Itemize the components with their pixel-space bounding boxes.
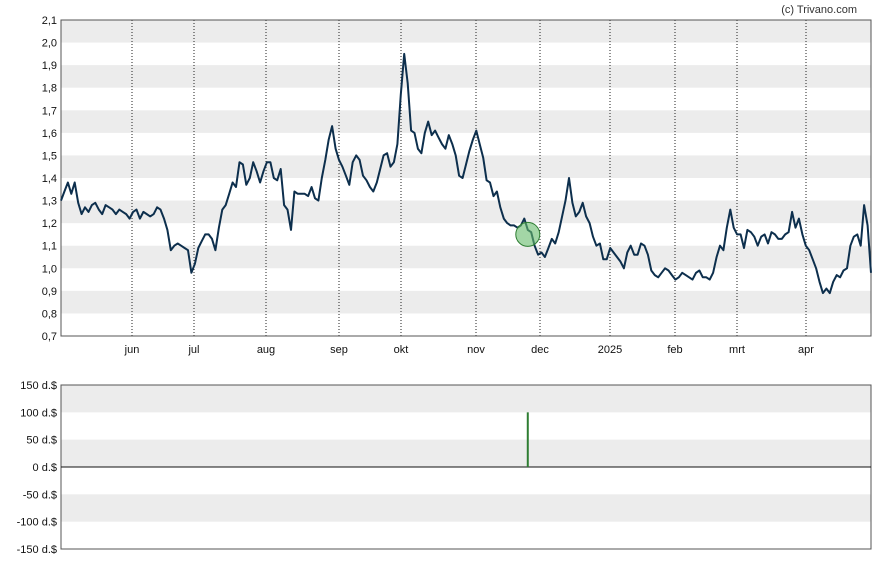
price-tick-label: 1,5 (42, 150, 57, 162)
price-band (61, 110, 871, 133)
month-tick-label: jun (124, 344, 140, 356)
volume-tick-label: 50 d.$ (26, 435, 57, 447)
month-tick-label: mrt (729, 344, 745, 356)
volume-tick-label: 0 d.$ (33, 462, 57, 474)
month-tick-label: feb (667, 344, 682, 356)
price-tick-label: 2,0 (42, 38, 57, 50)
price-tick-label: 1,1 (42, 241, 57, 253)
month-axis-ticks: jun jul aug sep okt nov dec 2025 feb mrt apr (124, 344, 815, 356)
price-tick-label: 1,7 (42, 105, 57, 117)
price-tick-label: 0,8 (42, 308, 57, 320)
price-tick-label: 1,8 (42, 83, 57, 95)
price-tick-label: 1,6 (42, 128, 57, 140)
price-tick-label: 0,7 (42, 331, 57, 343)
chart-frames (60, 19, 872, 550)
price-band (61, 65, 871, 88)
month-tick-label: aug (257, 344, 275, 356)
month-tick-label: okt (394, 344, 409, 356)
month-tick-label: dec (531, 344, 549, 356)
price-axis-ticks: 2,1 2,0 1,9 1,8 1,7 1,6 1,5 1,4 1,3 1,2 1,1 1,0 0,9 0… (42, 15, 57, 343)
volume-tick-label: 100 d.$ (20, 407, 57, 419)
month-tick-label: apr (798, 344, 814, 356)
month-tick-label: nov (467, 344, 485, 356)
volume-band (61, 439, 871, 467)
price-tick-label: 2,1 (42, 15, 57, 27)
price-line (60, 52, 872, 295)
price-tick-label: 1,2 (42, 218, 57, 230)
price-band (61, 290, 871, 314)
price-tick-label: 0,9 (42, 286, 57, 298)
month-tick-label: 2025 (598, 344, 622, 356)
volume-band (61, 385, 871, 413)
month-tick-label: sep (330, 344, 348, 356)
volume-tick-label: -50 d.$ (23, 489, 57, 501)
price-band (61, 20, 871, 43)
price-tick-label: 1,3 (42, 196, 57, 208)
volume-tick-label: 150 d.$ (20, 380, 57, 392)
price-tick-label: 1,4 (42, 173, 57, 185)
price-frame (60, 19, 872, 337)
month-tick-label: jul (187, 344, 199, 356)
price-series (60, 52, 872, 295)
price-band (61, 200, 871, 224)
volume-tick-label: -150 d.$ (17, 544, 57, 556)
credit-text: (c) Trivano.com (781, 4, 857, 16)
volume-tick-label: -100 d.$ (17, 517, 57, 529)
price-band (61, 245, 871, 269)
event-marker (515, 221, 541, 247)
volume-chart-bands (61, 385, 871, 522)
volume-axis-ticks: 150 d.$ 100 d.$ 50 d.$ 0 d.$ -50 d.$ -100 d.$… (17, 380, 57, 556)
volume-band (61, 494, 871, 522)
price-tick-label: 1,0 (42, 263, 57, 275)
price-tick-label: 1,9 (42, 60, 57, 72)
